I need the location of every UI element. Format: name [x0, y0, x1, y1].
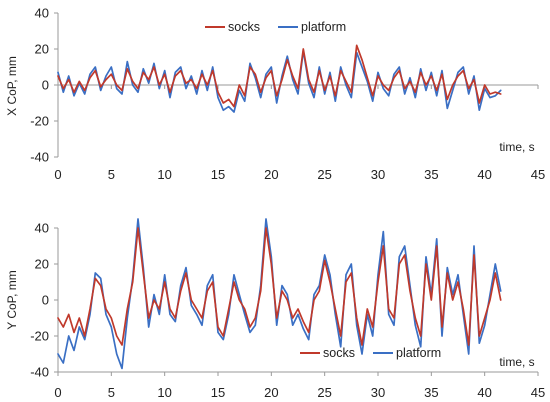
- series-line-socks: [57, 227, 502, 346]
- x-axis-title: time, s: [499, 355, 534, 369]
- x-tick-label: 35: [424, 167, 438, 182]
- y-tick-label: 40: [35, 221, 49, 236]
- x-axis-title: time, s: [499, 140, 534, 154]
- x-tick-label: 0: [54, 167, 61, 182]
- legend-label-platform: platform: [301, 20, 346, 34]
- y-tick-label: 20: [35, 42, 49, 57]
- y-tick-label: -20: [30, 329, 49, 344]
- x-tick-label: 25: [317, 385, 331, 400]
- legend: socks platform: [300, 346, 441, 360]
- series-line-socks: [57, 44, 502, 108]
- y-tick-label: 20: [35, 257, 49, 272]
- x-tick-label: 10: [157, 167, 171, 182]
- y-tick-label: 0: [42, 293, 49, 308]
- x-tick-label: 45: [531, 167, 545, 182]
- y-tick-label: 40: [35, 6, 49, 21]
- x-tick-label: 15: [211, 385, 225, 400]
- x-tick-label: 25: [317, 167, 331, 182]
- x-tick-label: 5: [108, 167, 115, 182]
- y-axis-title: Y CoP, mm: [5, 270, 19, 330]
- chart-2: 40 20 0 -20 -40 0 5 10 15 20 25 30 35 40 45 time, s Y Co…: [5, 218, 545, 400]
- y-tick-label: -40: [30, 365, 49, 380]
- y-axis-title: X CoP, mm: [5, 56, 19, 116]
- legend: socks platform: [205, 20, 346, 34]
- y-tick-label: -40: [30, 150, 49, 165]
- x-tick-label: 40: [477, 167, 491, 182]
- legend-label-socks: socks: [323, 346, 355, 360]
- x-tick-label: 15: [211, 167, 225, 182]
- y-tick-label: 0: [42, 78, 49, 93]
- x-tick-label: 5: [108, 385, 115, 400]
- x-tick-label: 35: [424, 385, 438, 400]
- legend-label-socks: socks: [228, 20, 260, 34]
- x-tick-label: 45: [531, 385, 545, 400]
- legend-label-platform: platform: [396, 346, 441, 360]
- x-tick-label: 30: [371, 167, 385, 182]
- y-tick-label: -20: [30, 114, 49, 129]
- x-tick-label: 10: [157, 385, 171, 400]
- x-tick-label: 40: [477, 385, 491, 400]
- x-tick-label: 0: [54, 385, 61, 400]
- x-tick-label: 20: [264, 385, 278, 400]
- x-tick-label: 30: [371, 385, 385, 400]
- chart-1: 40 20 0 -20 -40 0 5 10 15 20 25 30 35 40 45 time, s X Co…: [5, 6, 545, 183]
- x-tick-label: 20: [264, 167, 278, 182]
